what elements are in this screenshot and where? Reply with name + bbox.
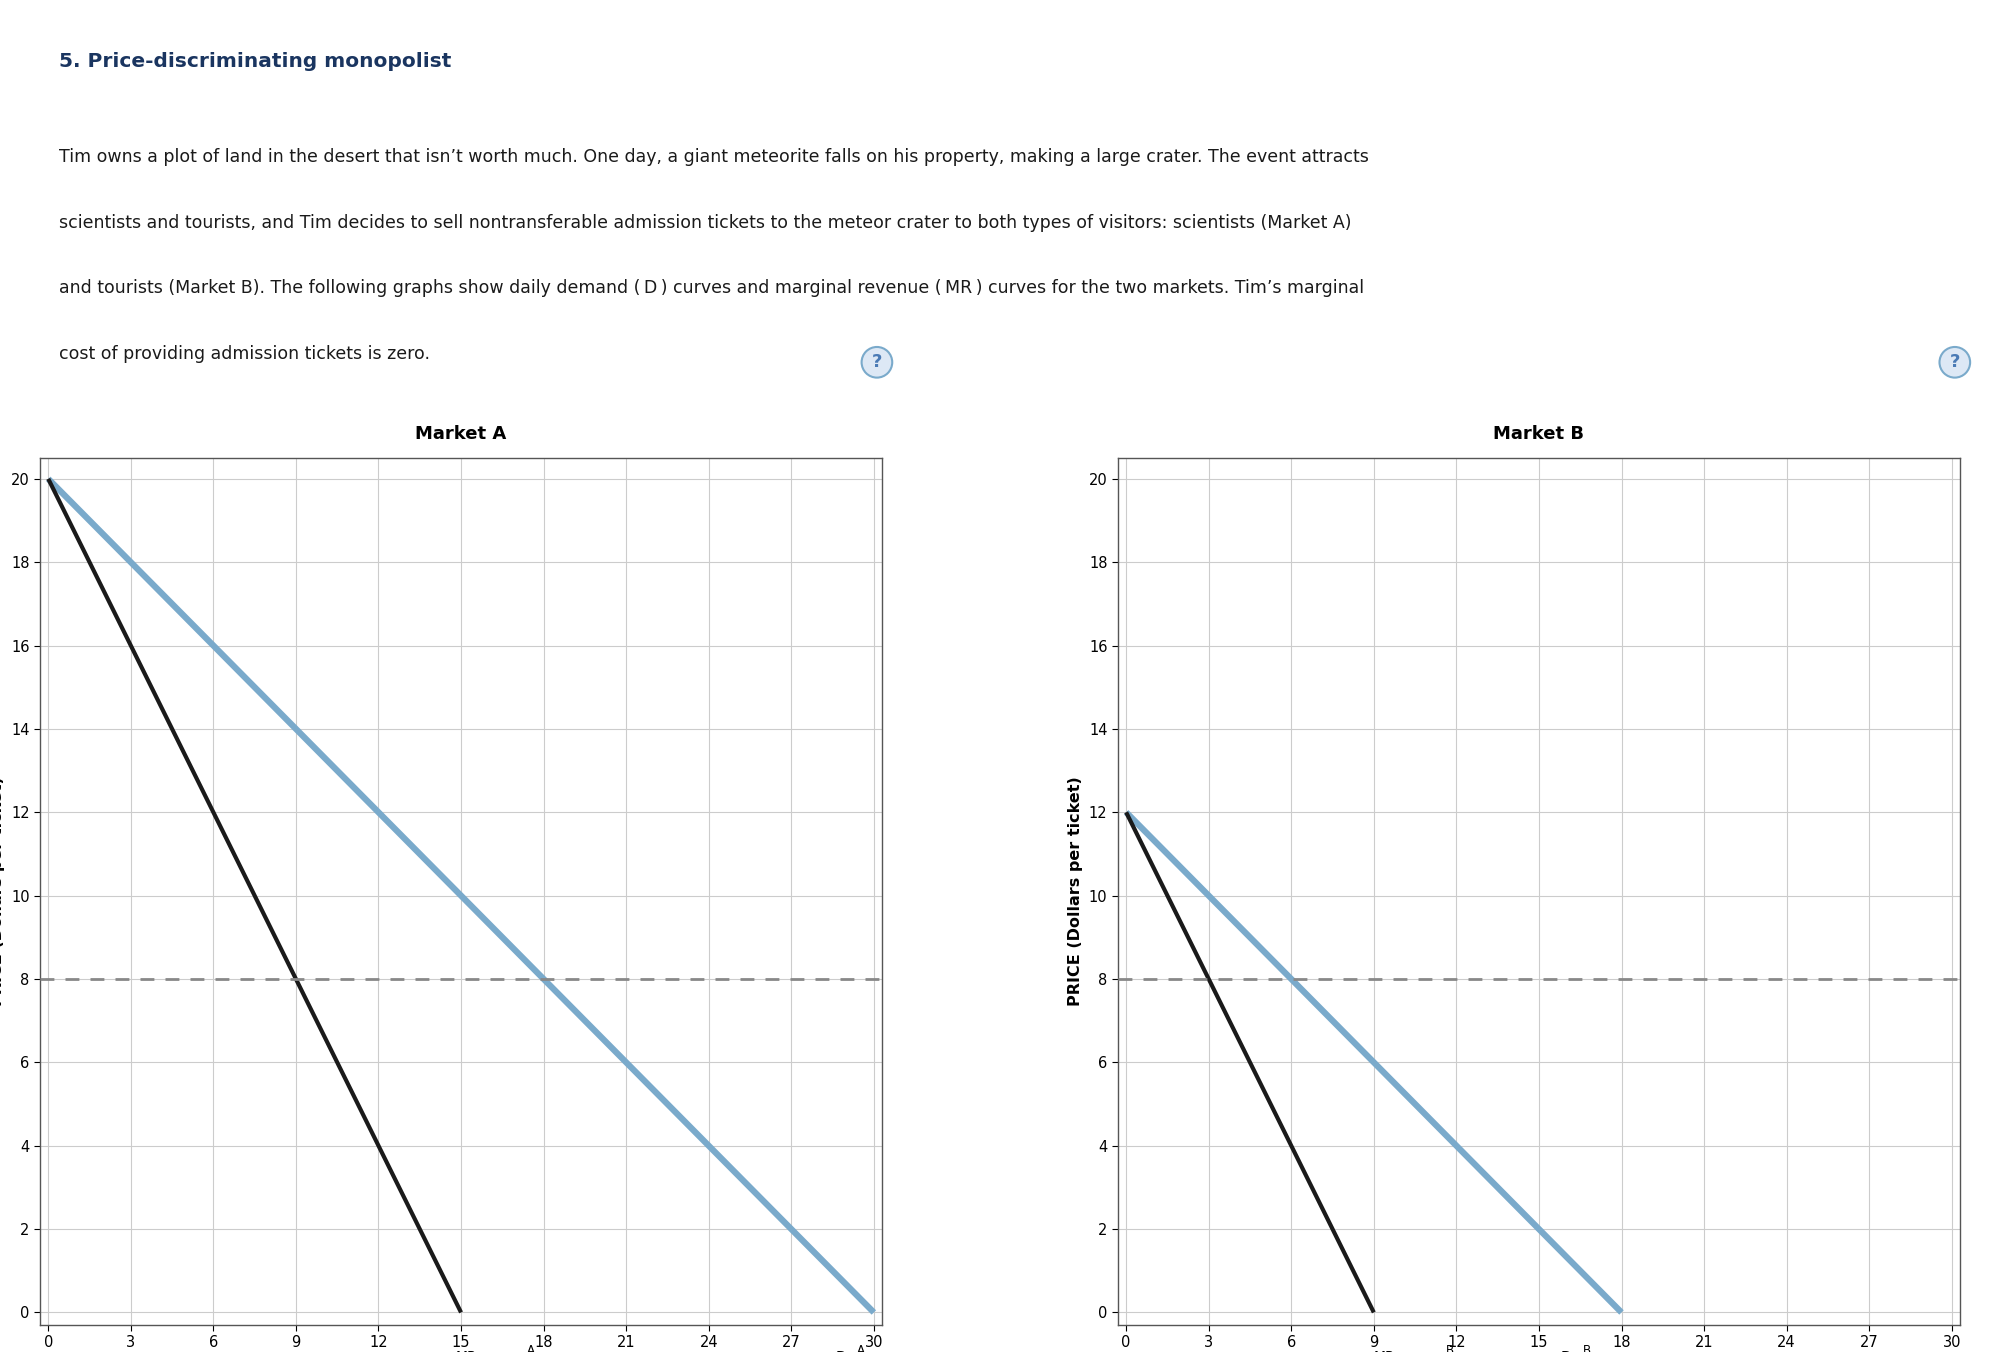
Text: B: B <box>1582 1344 1592 1352</box>
Text: and tourists (Market B). The following graphs show daily demand ( D ) curves and: and tourists (Market B). The following g… <box>60 280 1364 297</box>
Title: Market A: Market A <box>416 425 506 442</box>
Text: 5. Price-discriminating monopolist: 5. Price-discriminating monopolist <box>60 53 452 72</box>
Text: B: B <box>1446 1344 1454 1352</box>
Text: ?: ? <box>872 353 882 372</box>
Text: Tim owns a plot of land in the desert that isn’t worth much. One day, a giant me: Tim owns a plot of land in the desert th… <box>60 149 1370 166</box>
Text: A: A <box>528 1344 536 1352</box>
Title: Market B: Market B <box>1494 425 1584 442</box>
Text: A: A <box>858 1344 866 1352</box>
Text: D: D <box>836 1349 846 1352</box>
Text: MR: MR <box>1374 1349 1396 1352</box>
Text: scientists and tourists, and Tim decides to sell nontransferable admission ticke: scientists and tourists, and Tim decides… <box>60 214 1352 233</box>
Text: cost of providing admission tickets is zero.: cost of providing admission tickets is z… <box>60 345 430 362</box>
Text: D: D <box>1560 1349 1572 1352</box>
Y-axis label: PRICE (Dollars per ticket): PRICE (Dollars per ticket) <box>1068 776 1084 1006</box>
Text: ?: ? <box>1950 353 1960 372</box>
Text: MR: MR <box>456 1349 478 1352</box>
Y-axis label: PRICE (Dollars per ticket): PRICE (Dollars per ticket) <box>0 776 6 1006</box>
